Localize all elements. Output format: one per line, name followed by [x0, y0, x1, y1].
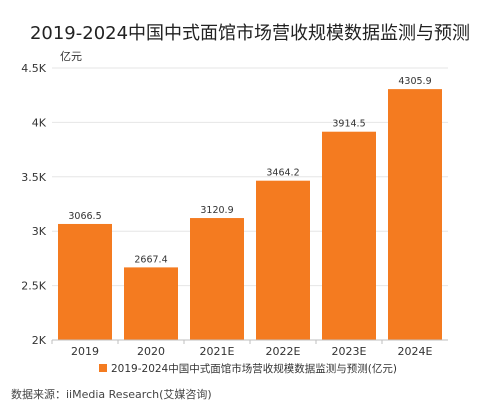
- bar: [256, 180, 310, 340]
- y-tick-label: 4.5K: [21, 62, 46, 75]
- bar: [190, 218, 244, 340]
- legend-label: 2019-2024中国中式面馆市场营收规模数据监测与预测(亿元): [111, 362, 397, 375]
- y-tick-label: 2.5K: [21, 280, 46, 293]
- x-tick-label: 2022E: [266, 345, 301, 358]
- bar-value-label: 4305.9: [398, 76, 431, 87]
- x-tick-label: 2024E: [398, 345, 433, 358]
- source-note: 数据来源：iiMedia Research(艾媒咨询): [11, 388, 212, 401]
- bars: [58, 89, 442, 341]
- y-tick-label: 2K: [32, 334, 47, 347]
- chart-title: 2019-2024中国中式面馆市场营收规模数据监测与预测: [29, 23, 471, 44]
- value-labels: 3066.5 2667.4 3120.9 3464.2 3914.5 4305.9: [68, 76, 431, 265]
- y-tick-label: 3.5K: [21, 171, 46, 184]
- x-tick-label: 2020: [137, 345, 165, 358]
- y-tick-label: 4K: [32, 116, 47, 129]
- x-tick-label: 2021E: [200, 345, 235, 358]
- bar-value-label: 3066.5: [68, 211, 101, 222]
- x-tick-label: 2023E: [332, 345, 367, 358]
- y-tick-label: 3K: [32, 225, 47, 238]
- bar: [322, 131, 376, 340]
- x-tick-label: 2019: [71, 345, 99, 358]
- bar-value-label: 3914.5: [332, 119, 365, 130]
- y-axis-label: 亿元: [60, 50, 82, 63]
- bar: [124, 267, 178, 340]
- legend-swatch: [99, 364, 107, 372]
- bar: [388, 89, 442, 341]
- axes: 2K 2.5K 3K 3.5K 4K 4.5K 亿元 2019 2020 2021E 2022E 20…: [21, 50, 448, 358]
- bar-value-label: 2667.4: [134, 254, 167, 265]
- bar: [58, 223, 112, 340]
- bar-value-label: 3464.2: [266, 168, 299, 179]
- legend: 2019-2024中国中式面馆市场营收规模数据监测与预测(亿元): [99, 362, 397, 375]
- bar-value-label: 3120.9: [200, 205, 233, 216]
